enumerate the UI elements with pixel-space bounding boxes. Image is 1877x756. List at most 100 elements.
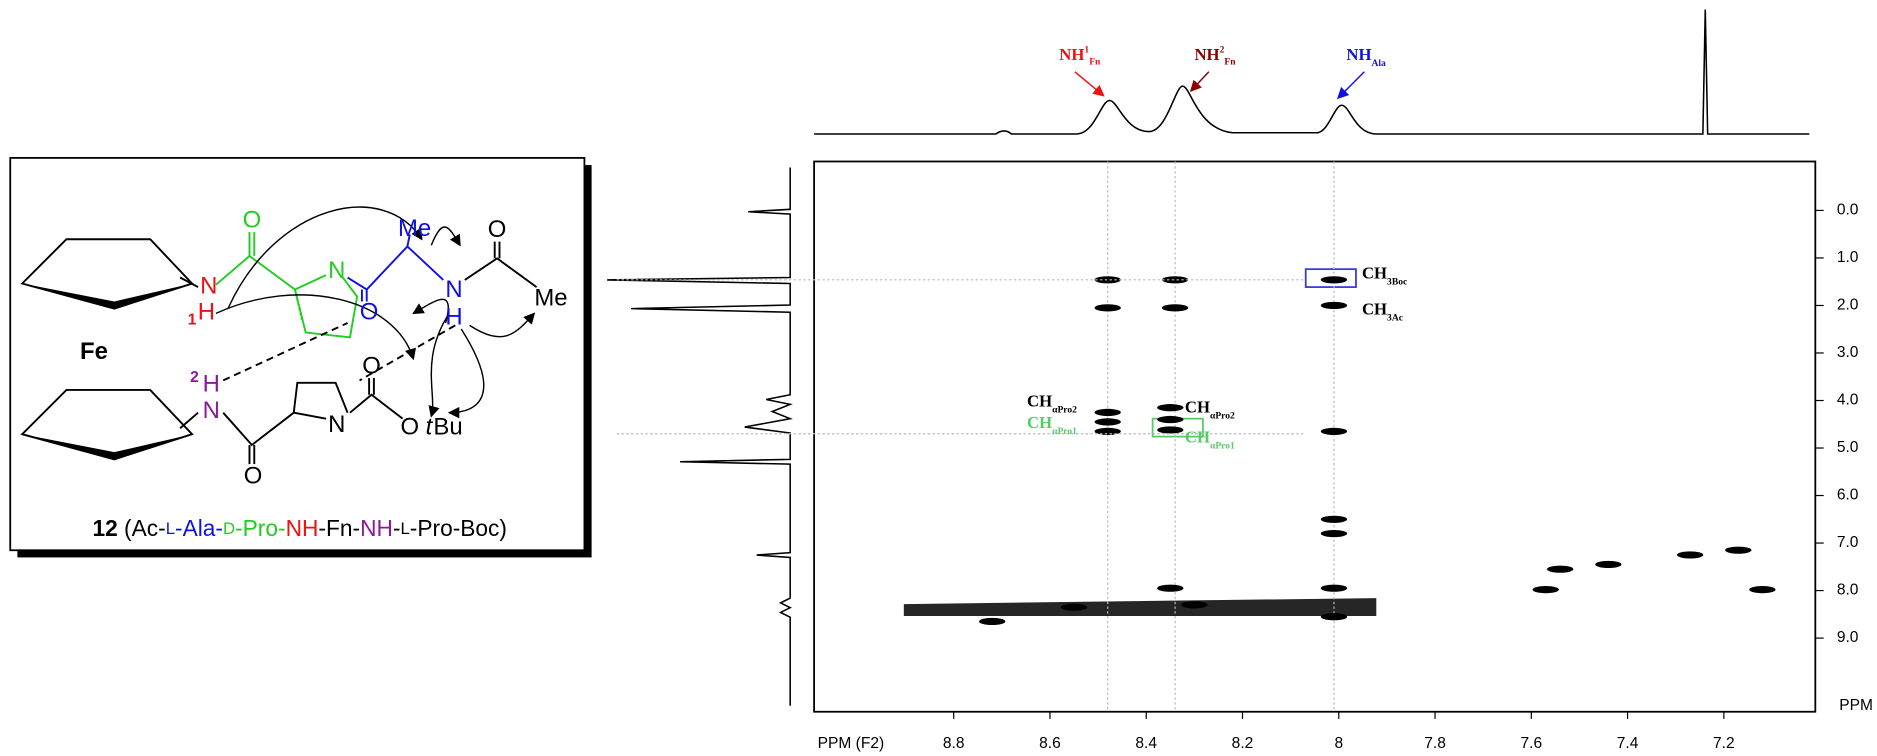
label-main: CH <box>1185 428 1210 447</box>
cross-peak <box>1161 276 1189 284</box>
atom-label: 1 <box>188 312 197 329</box>
y-tick-label: 0.0 <box>1837 202 1859 219</box>
atom-label: Fe <box>80 338 108 365</box>
cross-peak <box>1547 565 1574 573</box>
atom-label: N <box>445 276 462 303</box>
peak-label: CHαPro1 <box>1185 428 1235 452</box>
cross-peak <box>1532 586 1559 594</box>
peak-label: NH1Fn <box>1059 45 1101 68</box>
atom-label: H <box>203 370 220 397</box>
cross-peak <box>1060 603 1088 611</box>
caption-part: 12 <box>92 515 117 541</box>
noe-arrow <box>412 298 449 324</box>
x-axis-label: PPM (F2) <box>818 735 885 752</box>
cross-peak <box>1320 613 1348 621</box>
caption: 12 (Ac-L-Ala-D-Pro-NH-Fn-NH-L-Pro-Boc) <box>92 515 507 541</box>
panel-frame <box>9 157 586 552</box>
cross-peak <box>1320 427 1348 435</box>
y-tick-label: 3.0 <box>1837 344 1859 361</box>
noe-arrow <box>447 328 485 419</box>
atom-label: N <box>200 272 217 299</box>
noe-arrow <box>227 206 423 309</box>
highlight-box <box>1304 268 1357 288</box>
atom-label: t <box>426 414 434 441</box>
x-tick-label: 8.8 <box>943 735 965 752</box>
atom-label: O <box>488 216 507 243</box>
label-main: CH <box>1362 300 1387 319</box>
noe-arrow <box>428 313 450 418</box>
noe-dash <box>222 322 456 382</box>
label-sub: 3Ac <box>1387 313 1403 324</box>
x-tick-label: 7.8 <box>1424 735 1446 752</box>
label-sub: αPro2 <box>1210 411 1235 422</box>
cross-peak <box>1320 301 1348 310</box>
y-axis-label: PPM <box>1839 697 1873 714</box>
label-sub: αPro2 <box>1052 405 1077 416</box>
diagonal-smear <box>903 598 1377 617</box>
cross-peak <box>1320 515 1348 523</box>
cross-peak <box>1157 426 1184 434</box>
cross-peak <box>1677 551 1704 559</box>
label-main: NH <box>1059 45 1084 64</box>
cp-ring-edge <box>22 434 193 460</box>
x-tick-label: 7.6 <box>1521 735 1543 752</box>
y-tick-label: 6.0 <box>1837 487 1859 504</box>
bond <box>464 241 538 288</box>
label-sub: αPro1 <box>1052 426 1077 437</box>
peak-label: NHAla <box>1346 45 1386 69</box>
y-tick-label: 2.0 <box>1837 297 1859 314</box>
atom-label: Me <box>398 215 431 242</box>
bond <box>215 232 359 339</box>
noe-arrow <box>215 294 416 361</box>
caption-part: -Pro- <box>235 515 286 541</box>
label-sup: 2 <box>1220 45 1225 56</box>
cross-peak <box>1749 586 1776 594</box>
peak-label: CHαPro2 <box>1185 398 1235 422</box>
x-tick-label: 8.2 <box>1232 735 1254 752</box>
annotation-arrow <box>1074 71 1105 97</box>
caption-part: -Fn- <box>318 515 360 541</box>
y-tick-label: 1.0 <box>1837 249 1859 266</box>
label-main: CH <box>1362 264 1387 283</box>
cross-peak <box>1157 404 1184 412</box>
atom-label: O <box>362 353 381 380</box>
atom-label: H <box>198 299 215 326</box>
atom-label: O <box>360 299 379 326</box>
caption-part: - <box>393 515 401 541</box>
caption-part: D <box>223 519 235 538</box>
y-tick-label: 9.0 <box>1837 629 1859 646</box>
cross-peak <box>1725 546 1752 554</box>
y-tick-label: 5.0 <box>1837 439 1859 456</box>
structure-panel: O N H 1 Fe N O Me N H O Me 2 H N O N O O… <box>9 157 592 558</box>
x-tick-label: 8 <box>1334 735 1343 752</box>
peak-label: NH2Fn <box>1194 45 1236 68</box>
spectrum: PPM (F2) PPM 8.8 8.6 8.4 8.2 8 7.8 7.6 7.4 7.2 0.… <box>813 160 1873 752</box>
atom-label: H <box>445 304 462 331</box>
caption-part: NH <box>360 515 393 541</box>
atom-label: 2 <box>190 369 199 386</box>
caption-part: L <box>400 519 409 538</box>
cross-peak <box>1094 276 1121 284</box>
cross-peak <box>1320 529 1348 538</box>
cross-peak <box>1595 560 1622 569</box>
y-tick-label: 4.0 <box>1837 392 1859 409</box>
y-tick-label: 8.0 <box>1837 582 1859 599</box>
cross-peak <box>1320 584 1348 592</box>
f1-projection <box>607 167 793 706</box>
caption-part: (Ac- <box>118 515 166 541</box>
bond <box>179 276 199 288</box>
peak-label: CH3Boc <box>1362 264 1407 288</box>
cross-peak <box>1157 584 1184 592</box>
cp-ring-edge <box>22 283 193 309</box>
x-tick-label: 8.4 <box>1135 735 1157 752</box>
cross-peak <box>1161 304 1189 312</box>
y-tick-label: 7.0 <box>1837 534 1859 551</box>
cross-peak <box>1181 601 1208 609</box>
bond <box>347 234 444 302</box>
plot-frame <box>813 160 1817 713</box>
label-main: CH <box>1185 398 1210 417</box>
label-sub: Ala <box>1372 58 1387 69</box>
x-tick-label: 8.6 <box>1039 735 1061 752</box>
cross-peak <box>1094 304 1121 312</box>
